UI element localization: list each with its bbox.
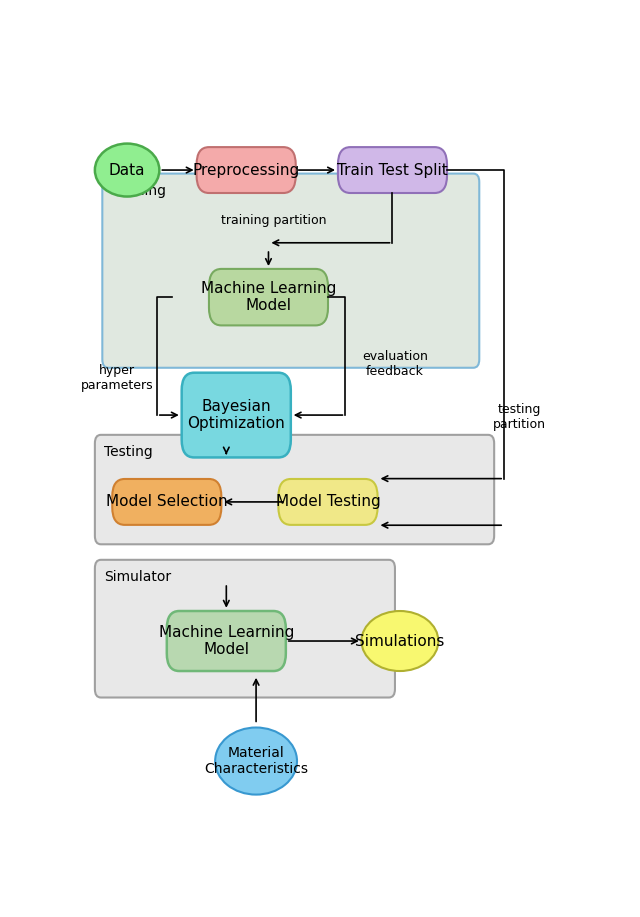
Text: Machine Learning
Model: Machine Learning Model <box>159 624 294 657</box>
Text: Bayesian
Optimization: Bayesian Optimization <box>188 399 285 431</box>
FancyBboxPatch shape <box>182 372 291 458</box>
Text: evaluation
feedback: evaluation feedback <box>362 350 428 378</box>
Text: Training: Training <box>111 184 166 198</box>
Text: Testing: Testing <box>104 446 152 459</box>
FancyBboxPatch shape <box>95 435 494 545</box>
Text: Simulator: Simulator <box>104 570 171 584</box>
Text: Simulations: Simulations <box>355 634 445 648</box>
Text: Machine Learning
Model: Machine Learning Model <box>201 281 336 314</box>
FancyBboxPatch shape <box>338 147 447 193</box>
FancyBboxPatch shape <box>167 611 286 671</box>
Ellipse shape <box>215 727 297 795</box>
FancyBboxPatch shape <box>102 173 479 368</box>
Text: Model Testing: Model Testing <box>276 494 380 510</box>
Text: Preprocessing: Preprocessing <box>193 162 300 178</box>
Ellipse shape <box>362 611 438 671</box>
FancyBboxPatch shape <box>278 479 378 525</box>
Text: Train Test Split: Train Test Split <box>337 162 448 178</box>
Text: Data: Data <box>109 162 145 178</box>
FancyBboxPatch shape <box>112 479 221 525</box>
FancyBboxPatch shape <box>95 559 395 698</box>
Text: Material
Characteristics: Material Characteristics <box>204 746 308 776</box>
Text: training partition: training partition <box>221 215 326 227</box>
FancyBboxPatch shape <box>196 147 296 193</box>
Ellipse shape <box>95 144 159 196</box>
Text: testing
partition: testing partition <box>492 403 545 431</box>
Text: Model Selection: Model Selection <box>106 494 228 510</box>
FancyBboxPatch shape <box>209 269 328 326</box>
Text: hyper
parameters: hyper parameters <box>81 364 154 392</box>
